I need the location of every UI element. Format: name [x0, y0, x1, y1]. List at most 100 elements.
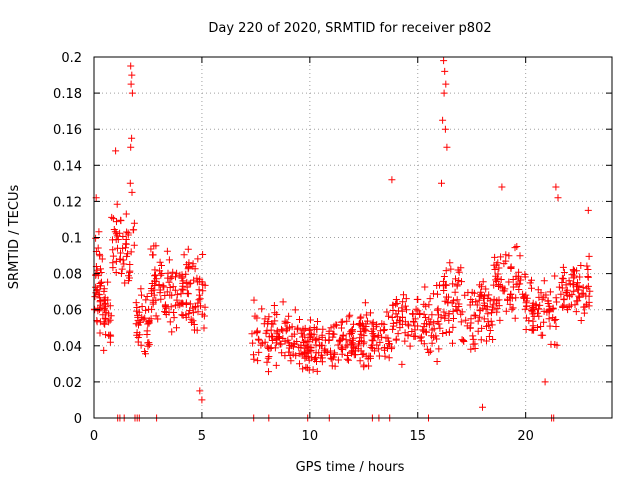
data-point [117, 216, 125, 224]
data-point [378, 320, 386, 328]
data-point [329, 333, 337, 341]
data-point [198, 396, 206, 404]
data-point [350, 343, 358, 351]
y-tick-label: 0.16 [53, 123, 82, 138]
data-point [522, 326, 530, 333]
data-point [249, 339, 257, 347]
data-point [119, 233, 127, 240]
data-point [453, 307, 461, 314]
data-point [300, 339, 307, 346]
data-point [386, 340, 393, 348]
data-point [302, 349, 310, 357]
data-point [144, 339, 152, 347]
data-point [126, 179, 134, 187]
data-point [474, 317, 482, 325]
data-point [313, 325, 321, 333]
data-point [132, 299, 140, 307]
data-point [358, 351, 366, 358]
data-point [170, 314, 178, 322]
data-point [193, 278, 201, 286]
data-point [381, 326, 389, 334]
data-point [559, 302, 567, 310]
data-point [474, 327, 482, 335]
data-point [580, 309, 588, 317]
data-point [305, 326, 313, 334]
data-point [94, 244, 102, 252]
data-point [476, 292, 484, 300]
data-point [458, 308, 466, 316]
data-point [546, 288, 554, 296]
data-point [575, 283, 583, 291]
data-point [159, 282, 167, 290]
y-tick-label: 0.2 [61, 51, 82, 66]
data-point [258, 339, 266, 347]
data-point [550, 316, 558, 324]
data-point [130, 241, 138, 249]
data-point [176, 301, 184, 309]
data-point [559, 275, 567, 283]
data-point [184, 245, 192, 253]
data-point [420, 310, 428, 318]
data-point [108, 213, 116, 221]
data-point [364, 317, 371, 325]
data-point [491, 253, 499, 261]
data-point [433, 335, 441, 343]
data-point [393, 300, 401, 307]
data-point [438, 179, 445, 187]
data-point [336, 336, 344, 344]
data-point [367, 354, 374, 362]
data-point [158, 262, 165, 269]
data-point [420, 340, 428, 348]
data-point [151, 266, 159, 274]
data-point [472, 312, 479, 320]
data-point [162, 311, 170, 318]
data-point [579, 290, 587, 298]
data-point [445, 328, 453, 336]
data-point [441, 67, 449, 75]
data-point [299, 333, 306, 341]
data-point [425, 349, 433, 356]
data-point [579, 284, 587, 292]
data-point [265, 368, 272, 376]
data-point [133, 329, 141, 337]
data-point [416, 309, 424, 317]
data-point [480, 315, 488, 323]
data-point [356, 357, 364, 365]
y-tick-label: 0.18 [53, 87, 82, 102]
data-point [471, 345, 479, 352]
data-point [327, 324, 335, 332]
data-point [492, 261, 500, 269]
data-point [477, 336, 485, 344]
data-point [194, 308, 202, 316]
data-point [338, 324, 345, 332]
data-point [93, 266, 101, 274]
data-point [521, 273, 529, 281]
data-point [535, 293, 543, 301]
data-point [268, 332, 276, 340]
data-point [173, 291, 181, 299]
data-point [321, 345, 329, 353]
data-point [165, 278, 173, 286]
data-point [440, 308, 448, 316]
data-point [307, 316, 314, 324]
data-point [583, 262, 591, 270]
data-point [402, 295, 410, 303]
data-point [154, 315, 162, 323]
data-point [381, 344, 389, 352]
data-point [530, 326, 538, 334]
data-point [445, 316, 453, 324]
data-point [143, 331, 151, 338]
data-point [127, 80, 135, 88]
data-point [540, 307, 548, 315]
data-point [272, 361, 280, 369]
data-point [388, 176, 396, 184]
data-point [191, 326, 198, 334]
data-point [568, 271, 576, 279]
data-point [102, 315, 110, 323]
data-point [406, 342, 414, 350]
data-point [493, 277, 501, 285]
data-point [356, 314, 364, 322]
data-point [312, 341, 320, 349]
data-point [553, 298, 561, 306]
data-point [109, 236, 116, 244]
